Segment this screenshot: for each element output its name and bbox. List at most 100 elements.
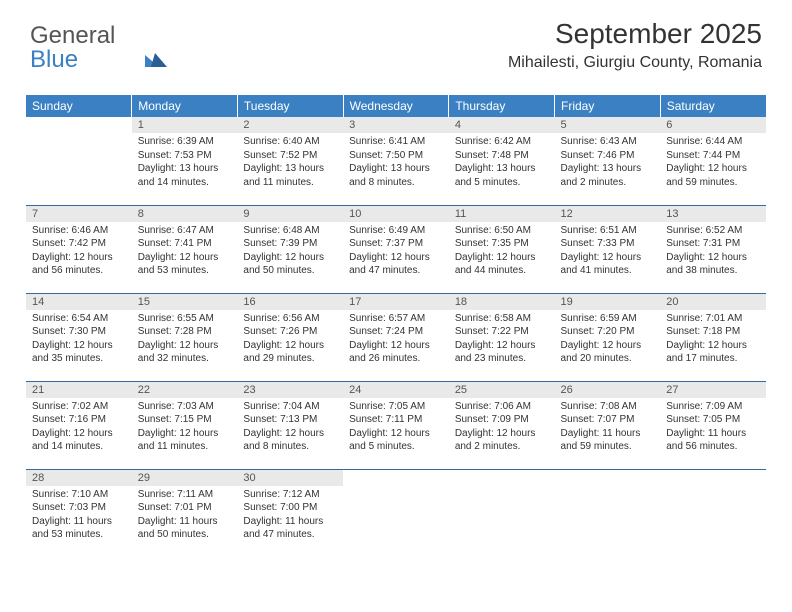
calendar-cell bbox=[26, 117, 132, 205]
day-number: 3 bbox=[343, 117, 449, 133]
daylight-text: Daylight: 12 hours and 41 minutes. bbox=[561, 251, 655, 278]
weekday-head: Saturday bbox=[660, 95, 766, 117]
day-number: 15 bbox=[132, 294, 238, 310]
calendar-cell: 21Sunrise: 7:02 AMSunset: 7:16 PMDayligh… bbox=[26, 381, 132, 469]
daylight-text: Daylight: 12 hours and 44 minutes. bbox=[455, 251, 549, 278]
calendar-cell: 26Sunrise: 7:08 AMSunset: 7:07 PMDayligh… bbox=[555, 381, 661, 469]
calendar-row: 7Sunrise: 6:46 AMSunset: 7:42 PMDaylight… bbox=[26, 205, 766, 293]
sunset-text: Sunset: 7:39 PM bbox=[243, 237, 337, 251]
sunset-text: Sunset: 7:50 PM bbox=[349, 149, 443, 163]
daylight-text: Daylight: 12 hours and 26 minutes. bbox=[349, 339, 443, 366]
day-number: 2 bbox=[237, 117, 343, 133]
day-content: Sunrise: 6:46 AMSunset: 7:42 PMDaylight:… bbox=[26, 222, 132, 282]
day-content: Sunrise: 6:51 AMSunset: 7:33 PMDaylight:… bbox=[555, 222, 661, 282]
day-number: 21 bbox=[26, 382, 132, 398]
daylight-text: Daylight: 13 hours and 14 minutes. bbox=[138, 162, 232, 189]
calendar-row: 28Sunrise: 7:10 AMSunset: 7:03 PMDayligh… bbox=[26, 469, 766, 557]
page-header: General Blue September 2025 Mihailesti, … bbox=[0, 0, 792, 95]
daylight-text: Daylight: 13 hours and 2 minutes. bbox=[561, 162, 655, 189]
calendar-cell: 23Sunrise: 7:04 AMSunset: 7:13 PMDayligh… bbox=[237, 381, 343, 469]
sunset-text: Sunset: 7:37 PM bbox=[349, 237, 443, 251]
calendar-cell: 10Sunrise: 6:49 AMSunset: 7:37 PMDayligh… bbox=[343, 205, 449, 293]
calendar-cell: 19Sunrise: 6:59 AMSunset: 7:20 PMDayligh… bbox=[555, 293, 661, 381]
daylight-text: Daylight: 12 hours and 53 minutes. bbox=[138, 251, 232, 278]
day-content: Sunrise: 7:05 AMSunset: 7:11 PMDaylight:… bbox=[343, 398, 449, 458]
day-number: 22 bbox=[132, 382, 238, 398]
sunset-text: Sunset: 7:46 PM bbox=[561, 149, 655, 163]
sunset-text: Sunset: 7:01 PM bbox=[138, 501, 232, 515]
page-title: September 2025 bbox=[508, 18, 762, 50]
daylight-text: Daylight: 12 hours and 29 minutes. bbox=[243, 339, 337, 366]
calendar-cell: 6Sunrise: 6:44 AMSunset: 7:44 PMDaylight… bbox=[660, 117, 766, 205]
sunset-text: Sunset: 7:20 PM bbox=[561, 325, 655, 339]
sunset-text: Sunset: 7:15 PM bbox=[138, 413, 232, 427]
day-number: 16 bbox=[237, 294, 343, 310]
day-number: 12 bbox=[555, 206, 661, 222]
daylight-text: Daylight: 12 hours and 56 minutes. bbox=[32, 251, 126, 278]
sunrise-text: Sunrise: 6:50 AM bbox=[455, 224, 549, 238]
sunrise-text: Sunrise: 6:41 AM bbox=[349, 135, 443, 149]
calendar-body: 1Sunrise: 6:39 AMSunset: 7:53 PMDaylight… bbox=[26, 117, 766, 557]
calendar-cell: 27Sunrise: 7:09 AMSunset: 7:05 PMDayligh… bbox=[660, 381, 766, 469]
sunrise-text: Sunrise: 6:55 AM bbox=[138, 312, 232, 326]
daylight-text: Daylight: 12 hours and 35 minutes. bbox=[32, 339, 126, 366]
day-number: 27 bbox=[660, 382, 766, 398]
sunrise-text: Sunrise: 6:59 AM bbox=[561, 312, 655, 326]
sunrise-text: Sunrise: 6:46 AM bbox=[32, 224, 126, 238]
sunrise-text: Sunrise: 7:01 AM bbox=[666, 312, 760, 326]
weekday-header-row: Sunday Monday Tuesday Wednesday Thursday… bbox=[26, 95, 766, 117]
weekday-head: Tuesday bbox=[237, 95, 343, 117]
day-content: Sunrise: 7:02 AMSunset: 7:16 PMDaylight:… bbox=[26, 398, 132, 458]
daylight-text: Daylight: 13 hours and 5 minutes. bbox=[455, 162, 549, 189]
calendar-cell bbox=[660, 469, 766, 557]
brand-logo: General Blue bbox=[30, 22, 115, 74]
day-content: Sunrise: 6:48 AMSunset: 7:39 PMDaylight:… bbox=[237, 222, 343, 282]
day-content: Sunrise: 6:56 AMSunset: 7:26 PMDaylight:… bbox=[237, 310, 343, 370]
daylight-text: Daylight: 12 hours and 20 minutes. bbox=[561, 339, 655, 366]
sunset-text: Sunset: 7:22 PM bbox=[455, 325, 549, 339]
day-number: 19 bbox=[555, 294, 661, 310]
calendar-cell: 17Sunrise: 6:57 AMSunset: 7:24 PMDayligh… bbox=[343, 293, 449, 381]
calendar-cell: 22Sunrise: 7:03 AMSunset: 7:15 PMDayligh… bbox=[132, 381, 238, 469]
calendar-cell: 13Sunrise: 6:52 AMSunset: 7:31 PMDayligh… bbox=[660, 205, 766, 293]
day-number: 29 bbox=[132, 470, 238, 486]
title-block: September 2025 Mihailesti, Giurgiu Count… bbox=[508, 18, 762, 72]
calendar-cell: 3 Sunrise: 6:41 AMSunset: 7:50 PMDaylight… bbox=[343, 117, 449, 205]
weekday-head: Sunday bbox=[26, 95, 132, 117]
day-number: 1 bbox=[132, 117, 238, 133]
sunset-text: Sunset: 7:44 PM bbox=[666, 149, 760, 163]
sunset-text: Sunset: 7:11 PM bbox=[349, 413, 443, 427]
calendar-cell: 2Sunrise: 6:40 AMSunset: 7:52 PMDaylight… bbox=[237, 117, 343, 205]
sunset-text: Sunset: 7:41 PM bbox=[138, 237, 232, 251]
calendar-cell: 28Sunrise: 7:10 AMSunset: 7:03 PMDayligh… bbox=[26, 469, 132, 557]
day-number: 4 bbox=[449, 117, 555, 133]
brand-part1: General bbox=[30, 22, 115, 49]
location-subtitle: Mihailesti, Giurgiu County, Romania bbox=[508, 54, 762, 72]
sunrise-text: Sunrise: 6:57 AM bbox=[349, 312, 443, 326]
day-number: 10 bbox=[343, 206, 449, 222]
daylight-text: Daylight: 12 hours and 23 minutes. bbox=[455, 339, 549, 366]
brand-part2: Blue bbox=[30, 46, 115, 74]
day-content: Sunrise: 6:55 AMSunset: 7:28 PMDaylight:… bbox=[132, 310, 238, 370]
sunrise-text: Sunrise: 6:54 AM bbox=[32, 312, 126, 326]
calendar-cell: 14Sunrise: 6:54 AMSunset: 7:30 PMDayligh… bbox=[26, 293, 132, 381]
daylight-text: Daylight: 12 hours and 17 minutes. bbox=[666, 339, 760, 366]
sunrise-text: Sunrise: 7:05 AM bbox=[349, 400, 443, 414]
daylight-text: Daylight: 12 hours and 47 minutes. bbox=[349, 251, 443, 278]
calendar-cell: 12Sunrise: 6:51 AMSunset: 7:33 PMDayligh… bbox=[555, 205, 661, 293]
calendar-cell: 11Sunrise: 6:50 AMSunset: 7:35 PMDayligh… bbox=[449, 205, 555, 293]
sunrise-text: Sunrise: 6:43 AM bbox=[561, 135, 655, 149]
sunrise-text: Sunrise: 6:48 AM bbox=[243, 224, 337, 238]
day-content: Sunrise: 6:43 AMSunset: 7:46 PMDaylight:… bbox=[555, 133, 661, 193]
triangle-icon bbox=[145, 46, 167, 74]
sunset-text: Sunset: 7:28 PM bbox=[138, 325, 232, 339]
sunset-text: Sunset: 7:42 PM bbox=[32, 237, 126, 251]
calendar-cell: 7Sunrise: 6:46 AMSunset: 7:42 PMDaylight… bbox=[26, 205, 132, 293]
sunrise-text: Sunrise: 7:10 AM bbox=[32, 488, 126, 502]
weekday-head: Wednesday bbox=[343, 95, 449, 117]
day-content: Sunrise: 6:59 AMSunset: 7:20 PMDaylight:… bbox=[555, 310, 661, 370]
sunset-text: Sunset: 7:30 PM bbox=[32, 325, 126, 339]
daylight-text: Daylight: 11 hours and 53 minutes. bbox=[32, 515, 126, 542]
daylight-text: Daylight: 13 hours and 8 minutes. bbox=[349, 162, 443, 189]
day-content: Sunrise: 7:03 AMSunset: 7:15 PMDaylight:… bbox=[132, 398, 238, 458]
